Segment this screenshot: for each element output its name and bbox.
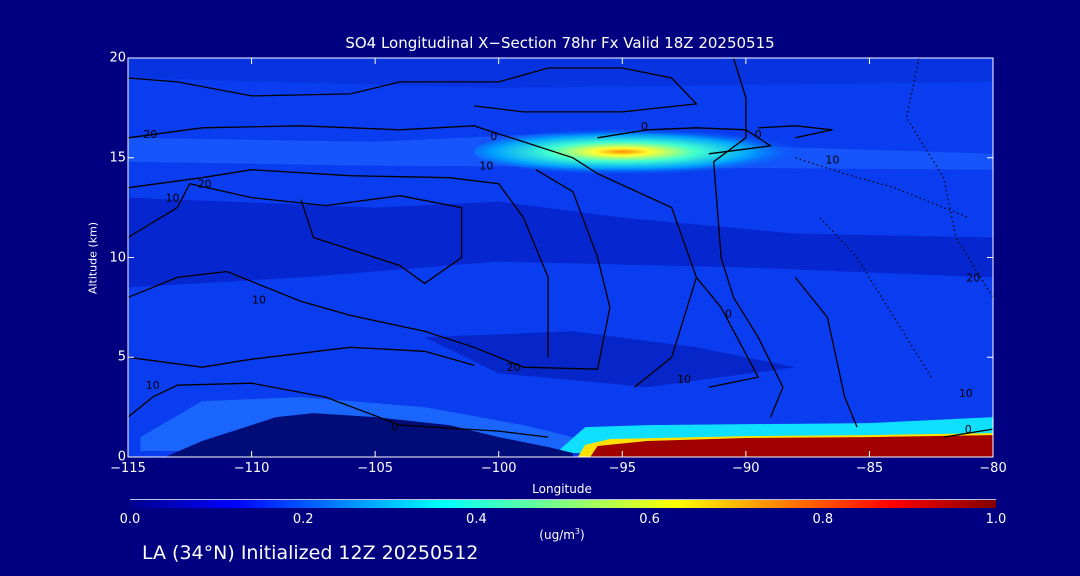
contour-line (128, 169, 549, 358)
x-tick-label: −115 (110, 461, 146, 476)
contour-label: 0 (725, 307, 732, 320)
contour-line (758, 125, 833, 139)
contour-label: 10 (165, 192, 179, 205)
y-tick-label: 10 (109, 250, 126, 265)
terrain (165, 413, 573, 457)
contour-line (943, 428, 993, 438)
y-tick-label: 20 (109, 50, 126, 66)
contour-label: 20 (966, 271, 980, 284)
colorbar-units: (ug/m3) (539, 527, 585, 542)
x-tick-label: −80 (979, 461, 1007, 476)
contour-label: 10 (146, 379, 160, 392)
contour-label: 0 (490, 130, 497, 143)
surface-plume (590, 435, 993, 457)
contour-line (128, 182, 463, 285)
colorbar-tick-label: 1.0 (985, 512, 1007, 527)
contour-label: 10 (825, 154, 839, 167)
contour-label: 10 (959, 387, 973, 400)
y-tick-label: 0 (117, 449, 126, 465)
contour-line (128, 346, 475, 368)
field-mid-dark (424, 331, 796, 388)
contour-label: 20 (507, 361, 521, 374)
colorbar-tick-label: 0.0 (119, 512, 141, 527)
colorbar-tick-label: 0.2 (292, 512, 314, 527)
footer-init-info: LA (34°N) Initialized 12Z 20250512 (142, 542, 479, 564)
contour-line (597, 127, 773, 155)
x-tick-label: −100 (480, 461, 517, 476)
contour-label: 20 (198, 178, 212, 191)
contour-line (128, 169, 611, 370)
contour-line-dotted (905, 58, 993, 298)
x-tick-label: −110 (233, 461, 270, 476)
field-dark-band (128, 197, 993, 288)
contour-label: 10 (479, 160, 493, 173)
field-top-layer (128, 58, 993, 88)
contour-label: 0 (641, 120, 648, 133)
contour-label: 0 (391, 421, 398, 434)
x-tick-label: −105 (357, 461, 393, 476)
contour-label: 10 (677, 373, 691, 386)
x-tick-label: −85 (855, 461, 884, 476)
contour-line (128, 382, 549, 438)
y-tick-label: 15 (109, 150, 126, 166)
chart-title: SO4 Longitudinal X−Section 78hr Fx Valid… (345, 34, 775, 52)
contour-line-dotted (819, 217, 932, 378)
x-axis-label: Longitude (532, 482, 592, 496)
contour-label: 0 (755, 128, 762, 141)
contour-line-dotted (795, 157, 969, 219)
y-tick-label: 5 (117, 349, 126, 365)
colorbar-tick-label: 0.6 (639, 512, 660, 527)
contour-label: 10 (252, 293, 266, 306)
x-tick-label: −90 (732, 461, 760, 476)
upper-plume (473, 127, 845, 176)
contour-label: 20 (143, 128, 157, 141)
colorbar (130, 500, 996, 508)
colorbar-tick-label: 0.8 (812, 512, 834, 527)
contour-line (695, 276, 760, 388)
colorbar-tick-label: 0.4 (466, 512, 487, 527)
contour-line (794, 276, 858, 428)
contour-label: 0 (965, 423, 972, 436)
contour-line (128, 125, 698, 388)
contour-line (713, 58, 784, 418)
contour-line (128, 67, 698, 113)
x-tick-label: −95 (608, 461, 636, 476)
